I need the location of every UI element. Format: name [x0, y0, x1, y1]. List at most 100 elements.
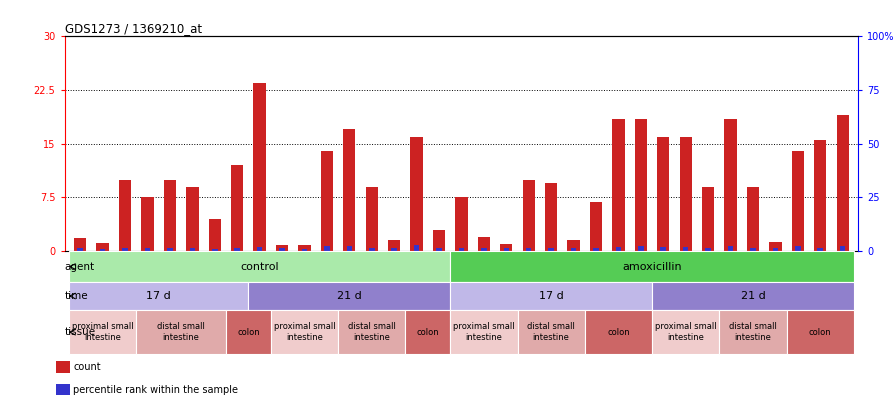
Bar: [338, 310, 405, 354]
Bar: [504, 248, 509, 251]
Bar: [410, 136, 423, 251]
Bar: [545, 183, 557, 251]
Bar: [724, 119, 737, 251]
Bar: [119, 179, 131, 251]
Bar: [388, 241, 401, 251]
Bar: [324, 246, 330, 251]
Bar: [638, 246, 643, 251]
Bar: [209, 219, 221, 251]
Bar: [719, 310, 787, 354]
Text: tissue: tissue: [65, 327, 96, 337]
Bar: [683, 247, 688, 251]
Bar: [235, 248, 240, 251]
Bar: [212, 249, 218, 251]
Bar: [455, 198, 468, 251]
Bar: [257, 247, 263, 251]
Bar: [792, 151, 804, 251]
Bar: [186, 187, 199, 251]
Bar: [280, 248, 285, 251]
Bar: [69, 251, 450, 282]
Bar: [567, 241, 580, 251]
Text: colon: colon: [417, 328, 439, 337]
Bar: [772, 248, 778, 251]
Text: GDS1273 / 1369210_at: GDS1273 / 1369210_at: [65, 22, 202, 35]
Text: proximal small
intestine: proximal small intestine: [72, 322, 134, 342]
Bar: [705, 248, 711, 251]
Bar: [526, 248, 531, 251]
Bar: [450, 251, 854, 282]
Text: 17 d: 17 d: [146, 291, 171, 301]
Bar: [302, 249, 307, 251]
Text: agent: agent: [65, 262, 95, 272]
Bar: [590, 202, 602, 251]
Bar: [616, 247, 621, 251]
Bar: [837, 115, 849, 251]
Text: distal small
intestine: distal small intestine: [348, 322, 396, 342]
Text: proximal small
intestine: proximal small intestine: [655, 322, 717, 342]
Bar: [145, 248, 151, 251]
Bar: [343, 130, 356, 251]
Bar: [585, 310, 652, 354]
Bar: [571, 248, 576, 251]
Text: proximal small
intestine: proximal small intestine: [273, 322, 335, 342]
Bar: [56, 361, 70, 373]
Bar: [787, 310, 854, 354]
Bar: [122, 248, 128, 251]
Bar: [347, 246, 352, 251]
Bar: [634, 119, 647, 251]
Bar: [392, 248, 397, 251]
Bar: [500, 244, 513, 251]
Bar: [770, 242, 781, 251]
Bar: [226, 310, 271, 354]
Bar: [652, 282, 854, 310]
Bar: [795, 246, 801, 251]
Bar: [728, 246, 733, 251]
Bar: [414, 245, 419, 251]
Bar: [459, 248, 464, 251]
Bar: [248, 282, 450, 310]
Bar: [405, 310, 450, 354]
Text: 21 d: 21 d: [741, 291, 765, 301]
Bar: [366, 187, 378, 251]
Bar: [702, 187, 714, 251]
Bar: [518, 310, 585, 354]
Bar: [433, 230, 445, 251]
Bar: [436, 248, 442, 251]
Bar: [840, 246, 846, 251]
Bar: [593, 248, 599, 251]
Text: 17 d: 17 d: [538, 291, 564, 301]
Bar: [548, 248, 554, 251]
Text: percentile rank within the sample: percentile rank within the sample: [73, 384, 238, 394]
Text: colon: colon: [809, 328, 831, 337]
Bar: [298, 245, 311, 251]
Bar: [750, 248, 755, 251]
Text: control: control: [240, 262, 279, 272]
Bar: [231, 165, 244, 251]
Text: amoxicillin: amoxicillin: [622, 262, 682, 272]
Bar: [69, 282, 248, 310]
Bar: [652, 310, 719, 354]
Bar: [190, 248, 195, 251]
Text: colon: colon: [237, 328, 260, 337]
Text: 21 d: 21 d: [337, 291, 362, 301]
Bar: [478, 237, 490, 251]
Bar: [660, 247, 666, 251]
Bar: [369, 248, 375, 251]
Bar: [69, 310, 136, 354]
Text: time: time: [65, 291, 89, 301]
Bar: [817, 248, 823, 251]
Text: colon: colon: [607, 328, 630, 337]
Bar: [612, 119, 625, 251]
Bar: [814, 140, 826, 251]
Text: count: count: [73, 362, 101, 372]
Bar: [450, 310, 518, 354]
Bar: [164, 179, 177, 251]
Bar: [276, 245, 289, 251]
Text: proximal small
intestine: proximal small intestine: [453, 322, 514, 342]
Bar: [254, 83, 266, 251]
Text: distal small
intestine: distal small intestine: [527, 322, 575, 342]
Bar: [142, 198, 153, 251]
Bar: [657, 136, 669, 251]
Bar: [56, 384, 70, 395]
Bar: [450, 282, 652, 310]
